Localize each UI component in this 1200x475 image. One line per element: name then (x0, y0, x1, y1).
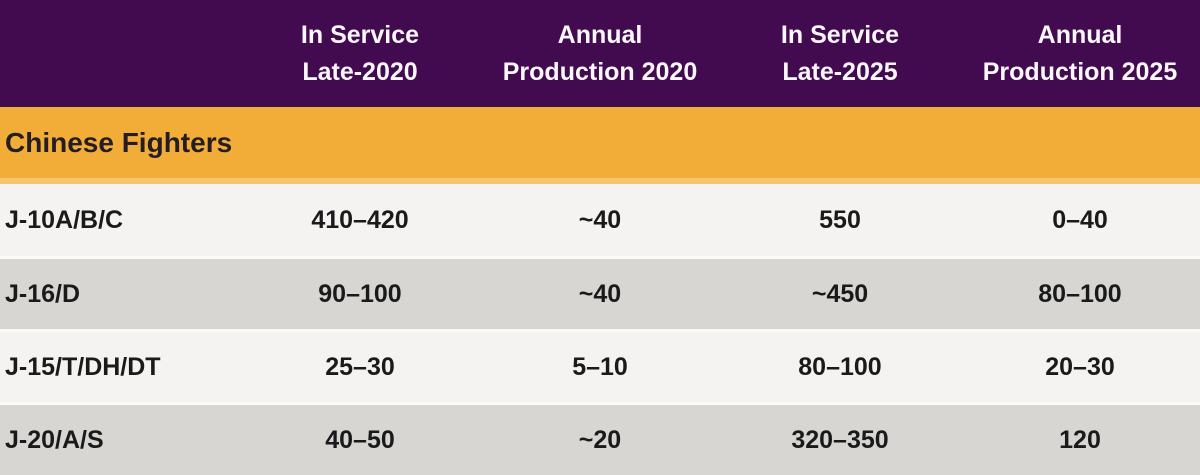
table-header-row: In Service Late-2020 Annual Production 2… (0, 0, 1200, 107)
table-row-j20: J-20/A/S 40–50 ~20 320–350 120 (0, 402, 1200, 475)
col-header-line-1: Annual (1037, 20, 1123, 49)
col-header-line-2: Production 2025 (982, 57, 1178, 86)
col-header-in-service-late-2025: In Service Late-2025 (720, 17, 960, 91)
row-label: J-15/T/DH/DT (5, 352, 161, 381)
col-header-line-1: In Service (300, 20, 420, 49)
cell-in-service-2020: 90–100 (318, 279, 402, 308)
col-header-line-2: Late-2025 (782, 57, 898, 86)
row-label: J-10A/B/C (5, 205, 124, 234)
cell-in-service-2025: 80–100 (798, 352, 882, 381)
cell-annual-production-2025: 20–30 (1045, 352, 1115, 381)
cell-annual-production-2020: ~20 (578, 425, 622, 454)
row-label: J-20/A/S (5, 425, 104, 454)
col-header-line-2: Late-2020 (302, 57, 418, 86)
row-label: J-16/D (5, 279, 81, 308)
cell-annual-production-2020: 5–10 (572, 352, 628, 381)
cell-annual-production-2025: 80–100 (1038, 279, 1122, 308)
cell-annual-production-2025: 0–40 (1052, 205, 1108, 234)
cell-in-service-2025: 320–350 (791, 425, 889, 454)
cell-in-service-2025: 550 (819, 205, 861, 234)
table-row-j15: J-15/T/DH/DT 25–30 5–10 80–100 20–30 (0, 329, 1200, 402)
col-header-annual-production-2020: Annual Production 2020 (480, 17, 720, 91)
col-header-in-service-late-2020: In Service Late-2020 (240, 17, 480, 91)
cell-annual-production-2020: ~40 (578, 205, 622, 234)
table-row-j10: J-10A/B/C 410–420 ~40 550 0–40 (0, 184, 1200, 256)
col-header-line-2: Production 2020 (502, 57, 698, 86)
cell-in-service-2020: 40–50 (325, 425, 395, 454)
col-header-line-1: In Service (780, 20, 900, 49)
cell-in-service-2020: 410–420 (311, 205, 409, 234)
cell-in-service-2025: ~450 (811, 279, 869, 308)
table-row-j16: J-16/D 90–100 ~40 ~450 80–100 (0, 256, 1200, 329)
section-header-chinese-fighters: Chinese Fighters (0, 107, 1200, 184)
section-title: Chinese Fighters (5, 126, 233, 158)
cell-annual-production-2020: ~40 (578, 279, 622, 308)
cell-annual-production-2025: 120 (1059, 425, 1101, 454)
cell-in-service-2020: 25–30 (325, 352, 395, 381)
col-header-annual-production-2025: Annual Production 2025 (960, 17, 1200, 91)
col-header-line-1: Annual (557, 20, 643, 49)
